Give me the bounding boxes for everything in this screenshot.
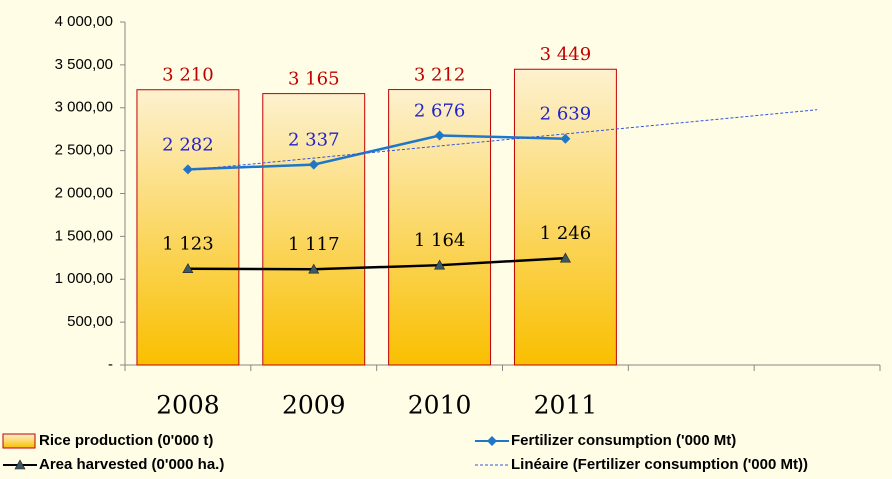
x-tick-label: 2010 [408, 391, 472, 420]
y-tick-label: - [108, 356, 113, 373]
data-label: 2 337 [288, 130, 340, 151]
data-label: 1 164 [414, 230, 466, 251]
y-tick-label: 2 000,00 [55, 184, 113, 201]
legend-marker [14, 459, 26, 470]
bar [513, 68, 617, 366]
y-tick-label: 1 000,00 [55, 270, 113, 287]
bar [136, 89, 240, 366]
legend-marker [487, 436, 497, 446]
marker [434, 259, 446, 270]
data-label: 1 246 [540, 223, 592, 244]
y-tick-label: 4 000,00 [55, 13, 113, 30]
marker [434, 130, 445, 141]
marker [308, 263, 320, 274]
x-tick-label: 2011 [534, 391, 598, 420]
data-label: 2 676 [414, 101, 466, 122]
line [187, 134, 566, 171]
legend-label: Rice production (0'000 t) [39, 432, 213, 449]
marker [308, 159, 319, 170]
data-label: 2 639 [540, 104, 592, 125]
data-label: 1 123 [162, 234, 214, 255]
legend-swatch [2, 433, 36, 449]
y-tick-label: 3 500,00 [55, 56, 113, 73]
line [187, 109, 818, 171]
data-label: 3 449 [540, 44, 592, 65]
data-label: 3 165 [288, 69, 340, 90]
data-label: 3 212 [414, 65, 466, 86]
x-tick-label: 2009 [282, 391, 346, 420]
bar [262, 93, 366, 366]
marker [560, 133, 571, 144]
marker [182, 164, 193, 175]
y-tick-label: 1 500,00 [55, 227, 113, 244]
y-tick-label: 500,00 [67, 313, 113, 330]
legend-label: Area harvested (0'000 ha.) [39, 456, 224, 473]
marker [559, 252, 571, 263]
y-tick-label: 2 500,00 [55, 142, 113, 159]
legend-label: Fertilizer consumption ('000 Mt) [511, 432, 736, 449]
x-tick-label: 2008 [156, 391, 220, 420]
data-label: 1 117 [288, 234, 340, 255]
legend-label: Linéaire (Fertilizer consumption ('000 M… [511, 456, 808, 473]
y-tick-label: 3 000,00 [55, 99, 113, 116]
line [187, 256, 566, 271]
data-label: 3 210 [162, 65, 214, 86]
data-label: 2 282 [162, 134, 214, 155]
marker [182, 263, 194, 274]
